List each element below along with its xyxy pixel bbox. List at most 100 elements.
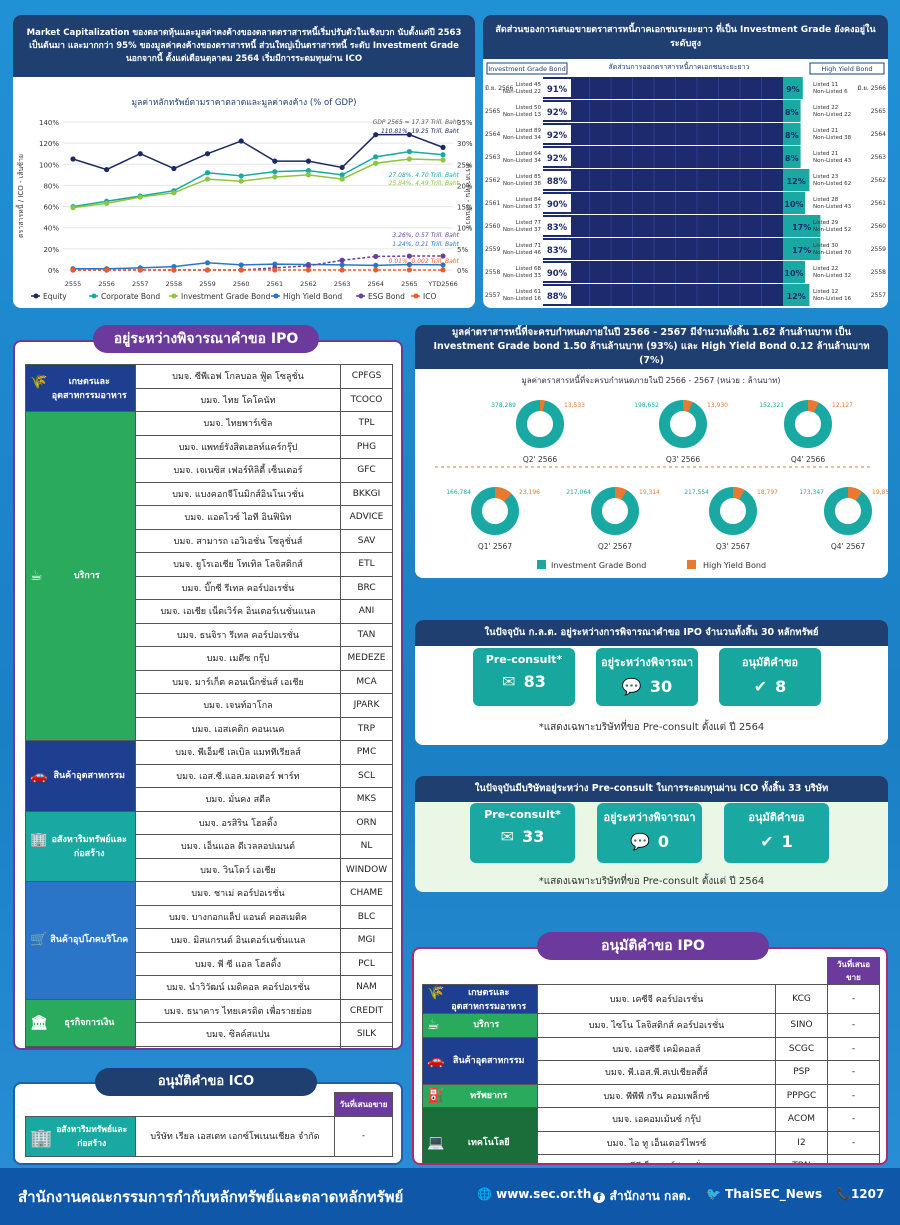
ticker-code: SILK: [340, 1022, 393, 1047]
y-tick-label: 120%: [39, 140, 59, 148]
company-name: บมจ. เอส.ซี.แอล.มอเตอร์ พาร์ท: [135, 763, 341, 788]
ipo-status-note: *แสดงเฉพาะบริษัทที่ขอ Pre-consult ตั้งแต…: [538, 722, 765, 733]
hy-nonlisted: Non-Listed 32: [813, 273, 851, 279]
hy-slice: [495, 487, 512, 502]
ig-pct-bg: [543, 240, 571, 258]
ticker-code: BRC: [340, 575, 393, 600]
ig-slice: [659, 400, 707, 448]
ig-pct-bg: [543, 286, 571, 304]
data-point: [440, 152, 446, 158]
sector-cell: 💻เทคโนโลยี: [25, 1045, 136, 1048]
ticker-code: WINDOW: [340, 857, 393, 882]
ig-pct-bg: [543, 102, 571, 120]
ticker-code: BKKGI: [340, 481, 393, 506]
ipo-pending-table: 🌾 เกษตรและอุตสาหกรรมอาหาร บมจ. ซีพีเอฟ โกล…: [25, 364, 393, 1048]
ig-nonlisted: Non-Listed 38: [503, 181, 542, 187]
hy-nonlisted: Non-Listed 38: [813, 135, 852, 141]
ticker-code: SAV: [340, 528, 393, 553]
ig-pct-bg: [543, 148, 571, 166]
ig-pct-bg: [543, 171, 571, 189]
offer-date: -: [827, 1060, 880, 1085]
ticker-code: TRP: [340, 716, 393, 741]
row-year: 2557: [485, 292, 500, 299]
data-point: [104, 166, 110, 173]
x-tick-label: YTD2566: [427, 280, 458, 288]
ig-value: 217,554: [684, 489, 709, 496]
ticker-code: JPARK: [340, 693, 393, 718]
quarter-label: Q2' 2566: [523, 455, 557, 464]
annotation: 3.26%, 0.57 Trill. Baht: [392, 232, 459, 239]
shopping-cart-icon: 🛒: [30, 932, 48, 949]
sector-label: สินค้าอุตสาหกรรม: [53, 770, 125, 781]
ticker-code: ORN: [340, 810, 393, 835]
ig-listed: Listed 68: [516, 266, 542, 272]
company-name: บมจ. พี ซี แอล โฮลดิ้ง: [135, 951, 341, 976]
ig-pct: 91%: [547, 85, 568, 95]
hy-slice: [808, 400, 819, 413]
table-row: 🏛 ธุรกิจการเงิน บมจ. ธนาคาร ไทยเครดิต เพื่…: [25, 998, 393, 1047]
ticker-code: PMC: [340, 740, 393, 765]
hy-value: 18,797: [757, 489, 778, 496]
x-tick-label: 2556: [98, 280, 115, 288]
data-point: [305, 158, 312, 164]
data-point: [440, 267, 446, 273]
y2-tick-label: 30%: [457, 140, 473, 148]
footer-facebook[interactable]: f สำนักงาน กลต.: [593, 1187, 691, 1206]
data-point: [339, 262, 345, 268]
ipo-approved-table: วันที่เสนอขาย 🌾 เกษตรและอุตสาหกรรมอาหาร บมจ…: [422, 957, 880, 1163]
footer-phone[interactable]: 📞1207: [836, 1187, 885, 1201]
hy-listed: Listed 22: [813, 266, 838, 272]
company-name: บมจ. สามารถ เอวิเอชั่น โซลูชั่นส์: [135, 528, 341, 553]
ig-nonlisted: Non-Listed 37: [503, 227, 542, 233]
ig-bar: [543, 100, 783, 122]
quarter-label: Q3' 2566: [666, 455, 700, 464]
data-point: [204, 260, 211, 266]
table-row: บมจ. พี ซี แอล โฮลดิ้ง PCL: [26, 951, 393, 976]
sector-label: บริการ: [473, 1020, 500, 1031]
data-point: [171, 267, 177, 273]
y2-tick-label: 35%: [457, 119, 473, 127]
row-year: 2564: [485, 131, 500, 138]
company-name: บมจ. ไทยพาร์เซิล: [135, 411, 341, 436]
hy-nonlisted: Non-Listed 6: [813, 89, 848, 95]
footer-web[interactable]: 🌐 www.sec.or.th: [477, 1187, 592, 1201]
ticker-code: PCL: [340, 951, 393, 976]
hy-pct: 12%: [787, 177, 806, 186]
ticker-code: CREDIT: [340, 998, 393, 1023]
table-row: บมจ. เจเนซิส เฟอร์ทิลิตี้ เซ็นเตอร์ GFC: [26, 458, 393, 483]
hy-nonlisted: Non-Listed 16: [813, 296, 852, 302]
hy-listed: Listed 21: [813, 151, 838, 157]
x-tick-label: 2565: [401, 280, 418, 288]
facebook-icon: f: [593, 1192, 606, 1203]
row-year-right: 2560: [871, 223, 886, 230]
row-year-right: มิ.ย. 2566: [857, 85, 886, 92]
data-point: [204, 151, 211, 157]
data-point: [440, 262, 446, 268]
status-box: Pre-consult* ✉ 33: [470, 803, 575, 863]
sector-label: ธุรกิจการเงิน: [64, 1017, 115, 1028]
data-point: [406, 149, 412, 155]
hy-listed: Listed 23: [813, 174, 839, 180]
footer-twitter[interactable]: 🐦 ThaiSEC_News: [706, 1187, 823, 1201]
ico-company: บริษัท เรียล เอสเตท เอกซ์โพเนนเชียล จำกั…: [135, 1115, 335, 1157]
table-row: 💻เทคโนโลยีบมจ. สิริซอฟต์SRS: [25, 1045, 393, 1048]
legend-marker: [358, 293, 364, 299]
ig-pct: 83%: [547, 223, 568, 233]
ticker-code: PHG: [340, 434, 393, 459]
company-name: บมจ. วินโดว์ เอเชีย: [135, 857, 341, 882]
stamp-approve-icon: ✔: [760, 832, 774, 851]
building-icon: 🏢: [30, 1128, 53, 1149]
status-box-value: 1: [781, 832, 793, 851]
car-icon: 🚗: [427, 1052, 445, 1069]
debt-subtitle: สัดส่วนการออกตราสารหนี้ภาคเอกชนระยะยาว: [609, 60, 750, 71]
data-point: [272, 261, 278, 267]
sector-label: เกษตรและอุตสาหกรรมอาหาร: [51, 377, 127, 401]
ig-nonlisted: Non-Listed 37: [503, 204, 542, 210]
company-name: บมจ. เจเนซิส เฟอร์ทิลิตี้ เซ็นเตอร์: [135, 458, 341, 483]
maturing-chart: มูลค่าตราสารหนี้ที่จะครบกำหนดภายในปี 256…: [435, 374, 888, 570]
hy-bar: [783, 146, 801, 168]
table-row: 🛒 สินค้าอุปโภคบริโภค บมจ. ชาเม่ คอร์ปอเรชั…: [25, 881, 393, 1000]
table-row: บมจ. วินโดว์ เอเชีย WINDOW: [26, 857, 393, 882]
hy-nonlisted: Non-Listed 43: [813, 158, 852, 164]
status-box: อยู่ระหว่างพิจารณา 💬 30: [596, 648, 698, 706]
